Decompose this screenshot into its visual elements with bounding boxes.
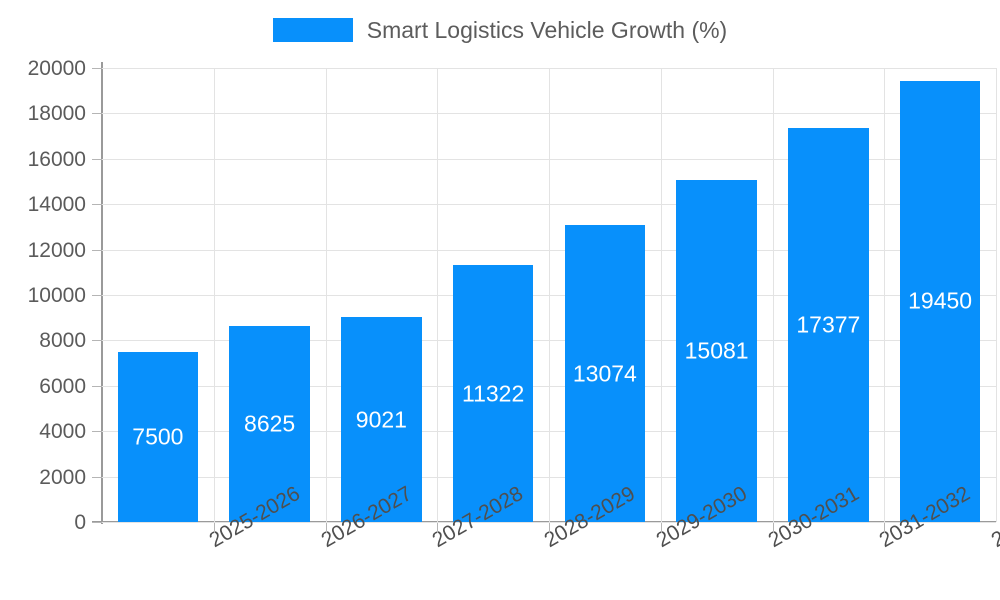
gridline-vertical [437,68,439,522]
gridline-vertical [325,68,327,522]
x-axis-tick [213,523,215,533]
x-axis-tick-label: 2030-2031 [764,481,863,553]
x-axis-tick [437,523,439,533]
legend-label: Smart Logistics Vehicle Growth (%) [366,16,728,43]
gridline-vertical [884,68,886,522]
gridline-vertical [996,68,997,522]
x-axis-tick-label: 2032-2033 [987,481,1000,553]
bar[interactable]: 7500 [117,351,199,522]
x-axis-tick-label: 2029-2030 [652,481,751,553]
y-axis-tick [92,522,102,523]
x-axis-tick [884,523,886,533]
y-axis-tick [92,385,102,387]
y-axis-tick-label: 8000 [39,329,86,353]
y-axis-tick-label: 0 [74,511,86,534]
y-axis-tick-label: 12000 [27,238,86,262]
y-axis-tick-label: 18000 [27,102,86,126]
y-axis-tick-label: 6000 [39,374,86,398]
x-axis-tick-label: 2031-2032 [875,481,975,553]
y-axis-tick [92,204,102,206]
legend-color-swatch [272,18,353,42]
y-axis-tick [92,158,102,160]
x-axis-tick-label: 2025-2026 [205,481,304,553]
y-axis-tick [92,431,102,433]
gridline-vertical [660,68,662,522]
y-axis-tick-label: 20000 [27,57,86,80]
legend-entry[interactable]: Smart Logistics Vehicle Growth (%) [272,16,728,43]
y-axis-tick-label: 16000 [27,147,86,171]
y-axis-tick [92,249,102,251]
x-axis-tick-label: 2027-2028 [428,481,528,553]
x-axis-tick [772,523,774,533]
x-axis-tick-label: 2026-2027 [317,481,416,553]
y-axis-tick [92,340,102,342]
gridline-vertical [549,68,550,522]
y-axis-line [101,62,103,524]
gridline-vertical [213,68,215,522]
chart-legend: Smart Logistics Vehicle Growth (%) [0,10,1000,50]
y-axis-tick-label: 4000 [39,420,86,444]
x-axis-tick [660,523,662,533]
gridline-vertical [772,68,774,522]
y-axis-tick [92,68,102,69]
x-axis-tick [325,523,327,533]
gridline-horizontal [102,522,996,523]
x-axis-tick-label: 2028-2029 [540,481,640,553]
y-axis-tick [92,476,102,478]
y-axis-tick-label: 10000 [27,284,86,307]
y-axis-tick-label: 14000 [27,193,86,217]
y-axis-tick [92,113,102,115]
y-axis-tick-label: 2000 [39,465,86,489]
y-axis-tick [92,295,102,296]
x-axis-tick [549,523,550,533]
